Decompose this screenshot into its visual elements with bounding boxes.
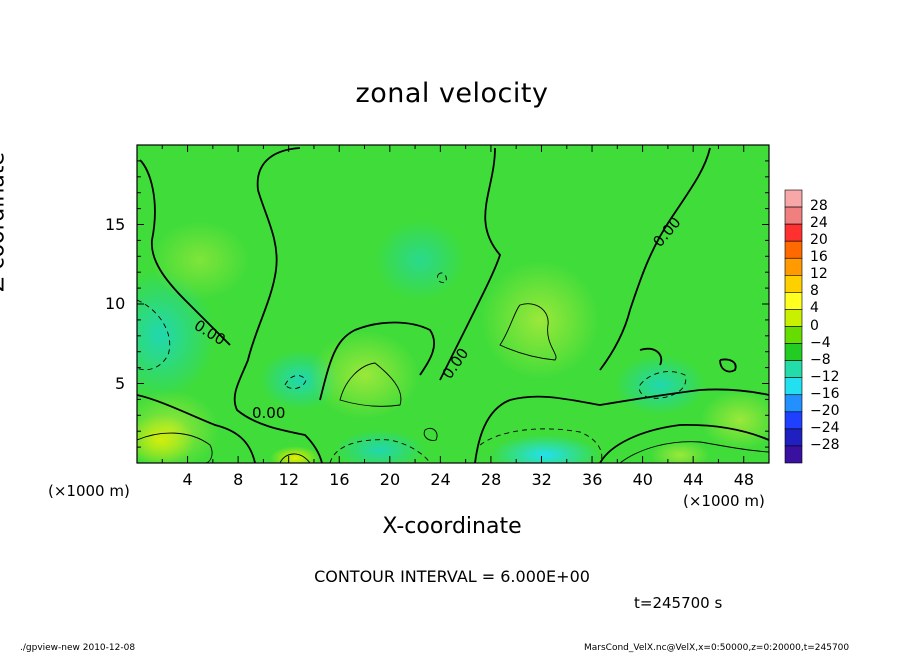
colorbar-label: 0 [810,317,819,334]
colorbar-label: −4 [810,334,831,351]
colorbar-swatch [784,275,803,293]
colorbar-label: −12 [810,368,840,385]
footer-right: MarsCond_VelX.nc@VelX,x=0:50000,z=0:2000… [584,643,850,653]
y-axis-label: Z-coordinate [0,152,10,292]
colorbar-swatch [784,411,803,430]
colorbar-label: −24 [810,419,840,436]
x-axis-unit: (×1000 m) [683,492,765,510]
colorbar-swatch [784,292,803,310]
colorbar-swatch [784,206,803,225]
x-tick-label: 36 [582,470,603,489]
colorbar-label: 4 [810,300,819,317]
x-tick-label: 44 [683,470,704,489]
time-label: t=245700 s [634,594,723,612]
contour-label: 0.00 [252,404,285,422]
colorbar-label: 12 [810,266,828,283]
colorbar [784,189,803,464]
colorbar-label: −16 [810,385,840,402]
contour-interval: CONTOUR INTERVAL = 6.000E+00 [314,567,590,586]
colorbar-label: 24 [810,215,828,232]
colorbar-label: 28 [810,198,828,215]
colorbar-label: 16 [810,249,828,266]
x-tick-label: 40 [632,470,653,489]
chart-title: zonal velocity [355,78,549,109]
plot-background [137,145,769,463]
colorbar-label: 20 [810,232,828,249]
x-axis-ticks [136,145,770,463]
colorbar-label: −28 [810,436,840,453]
colorbar-swatch [784,428,803,447]
x-tick-label: 8 [233,470,244,489]
x-tick-label: 16 [329,470,350,489]
footer-left: ./gpview-new 2010-12-08 [20,643,136,653]
colorbar-swatch [784,257,803,276]
colorbar-label: −8 [810,351,831,368]
colorbar-swatch [784,394,803,413]
x-tick-label: 24 [430,470,451,489]
colorbar-swatch [784,377,803,396]
x-tick-label: 20 [379,470,401,489]
y-tick-label: 15 [105,214,126,234]
x-tick-label: 28 [480,470,502,489]
colorbar-label: −20 [810,402,840,419]
x-axis-label: X-coordinate [382,514,522,539]
colorbar-swatch [784,189,803,208]
x-tick-label: 32 [531,470,552,489]
colorbar-swatch [784,360,803,378]
y-axis-unit: (×1000 m) [48,482,130,500]
x-tick-label: 12 [278,470,300,489]
colorbar-swatch [784,326,803,344]
colorbar-label: 8 [810,283,819,300]
x-tick-label: 4 [182,470,193,489]
y-axis-ticks [137,144,769,464]
y-tick-label: 10 [105,294,126,313]
colorbar-swatch [784,343,803,361]
colorbar-swatch [784,223,803,242]
colorbar-swatch [784,309,803,327]
x-tick-label: 48 [733,470,755,489]
colorbar-swatch [784,240,803,259]
y-tick-label: 5 [115,373,126,393]
colorbar-swatch [784,445,803,464]
